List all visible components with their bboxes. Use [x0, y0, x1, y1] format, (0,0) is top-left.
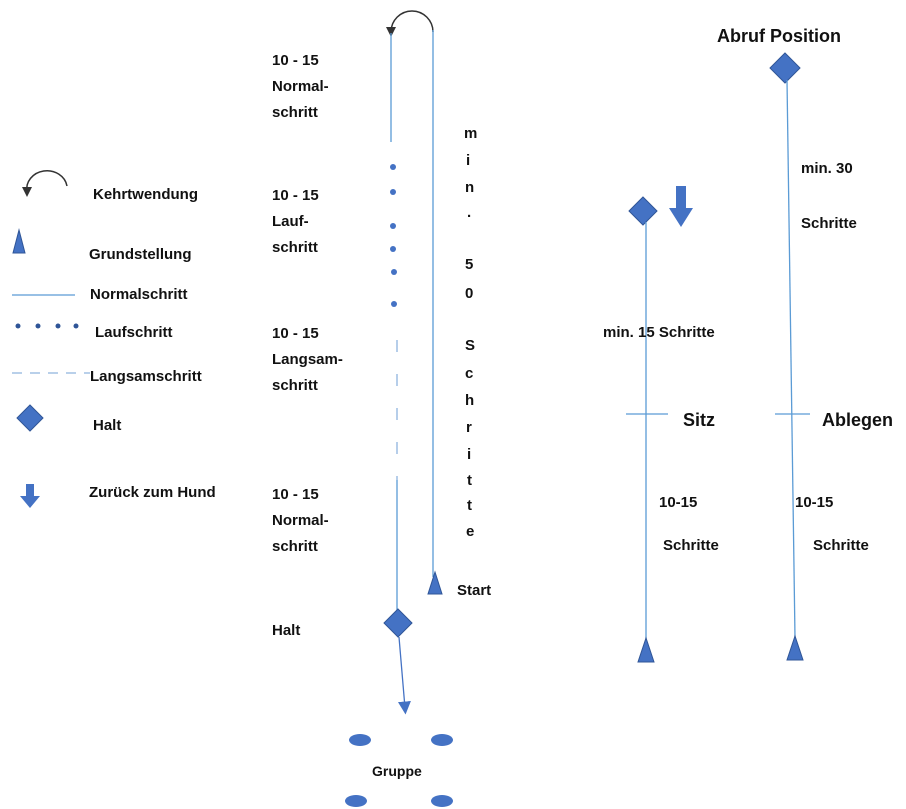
- vertical-text-char: .: [467, 204, 472, 221]
- ablegen-after-unit: Schritte: [813, 537, 869, 554]
- u-turn-arrowhead-icon: [22, 187, 32, 197]
- start-triangle: [427, 570, 443, 595]
- vertical-text-char: i: [467, 446, 472, 463]
- sitz-start-diamond: [628, 196, 658, 226]
- segment-label-langsam: 10 - 15 Langsam- schritt: [272, 325, 343, 394]
- legend-label-halt: Halt: [93, 417, 122, 434]
- dotted-line-icon: [15, 323, 79, 329]
- abruf-diamond: [769, 52, 801, 84]
- group-ellipses: [345, 734, 453, 807]
- down-arrow-icon: [20, 484, 40, 508]
- group-label: Gruppe: [372, 763, 422, 779]
- halt-diamond: [383, 608, 413, 638]
- abruf-position-title: Abruf Position: [717, 26, 841, 46]
- segment-label-normal-bottom: 10 - 15 Normal- schritt: [272, 486, 329, 555]
- triangle-icon: [12, 228, 26, 254]
- u-turn-arrow-icon: [25, 170, 68, 193]
- halt-label: Halt: [272, 622, 301, 639]
- segment-label-normal-top: 10 - 15 Normal- schritt: [272, 52, 329, 121]
- ablegen-min-unit: Schritte: [801, 215, 857, 232]
- legend-label-laufschritt: Laufschritt: [95, 324, 173, 341]
- vertical-text-char: n: [465, 179, 475, 196]
- segment-label-lauf: 10 - 15 Lauf- schritt: [272, 187, 319, 256]
- start-label: Start: [457, 582, 492, 599]
- vertical-text-char: m: [464, 125, 478, 142]
- ablegen-min-label: min. 30: [801, 160, 853, 177]
- vertical-text-char: c: [465, 365, 474, 382]
- vertical-text-char: S: [465, 337, 476, 354]
- back-to-dog-arrow: [669, 186, 693, 227]
- vertical-text-char: t: [467, 472, 472, 489]
- sitz-label: Sitz: [683, 410, 716, 430]
- legend-label-kehrtwendung: Kehrtwendung: [93, 186, 198, 203]
- vertical-text-char: r: [466, 419, 472, 436]
- ablegen-end-triangle: [786, 634, 804, 661]
- arrow-to-group: [397, 636, 411, 715]
- legend-label-zurueck-zum-hund: Zurück zum Hund: [89, 484, 216, 501]
- sitz-after-unit: Schritte: [663, 537, 719, 554]
- vertical-text-char: 5: [465, 256, 474, 273]
- legend-label-normalschritt: Normalschritt: [90, 286, 188, 303]
- sitz-min-label: min. 15 Schritte: [603, 324, 715, 341]
- legend-label-langsamschritt: Langsamschritt: [90, 368, 202, 385]
- sitz-end-triangle: [637, 636, 655, 663]
- legend-label-grundstellung: Grundstellung: [89, 246, 192, 263]
- vertical-text-char: e: [466, 523, 475, 540]
- ablegen-after-count: 10-15: [795, 494, 834, 511]
- vertical-text-char: h: [465, 392, 475, 409]
- ablegen-path-line: [786, 79, 796, 639]
- ablegen-label: Ablegen: [822, 410, 894, 430]
- diamond-icon: [16, 404, 44, 432]
- vertical-text-char: 0: [465, 285, 474, 302]
- u-turn-path: [390, 10, 434, 33]
- vertical-text-char: i: [466, 152, 471, 169]
- vertical-text-char: t: [467, 497, 472, 514]
- u-turn-arrowhead: [386, 27, 396, 37]
- run-segment: [390, 164, 397, 307]
- sitz-after-count: 10-15: [659, 494, 698, 511]
